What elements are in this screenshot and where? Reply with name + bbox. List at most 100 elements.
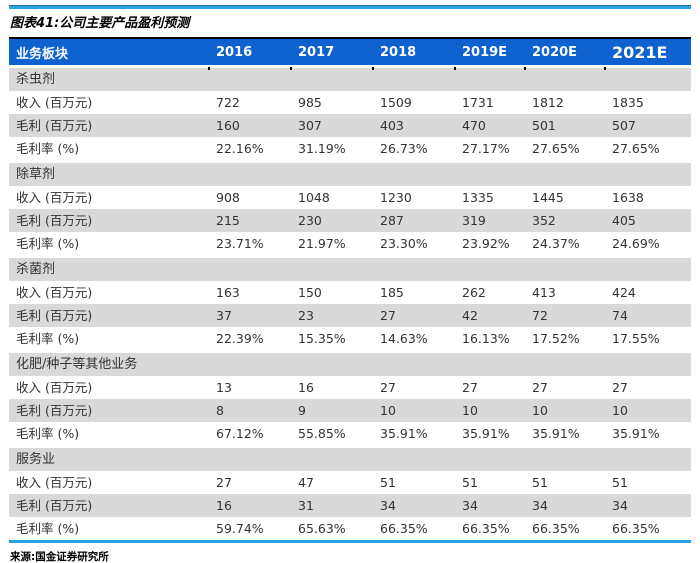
- value-cell: 319: [455, 209, 525, 232]
- profit-forecast-table: 业务板块 2016 2017 2018 2019E 2020E 2021E 杀虫…: [9, 37, 691, 543]
- column-header-2018: 2018: [372, 37, 455, 71]
- value-cell: 405: [605, 209, 691, 232]
- row-label: 毛利 (百万元): [9, 399, 209, 422]
- section-name: 杀虫剂: [9, 65, 691, 91]
- value-cell: 31.19%: [298, 141, 346, 156]
- value-cell: 985: [298, 95, 322, 110]
- value-cell: 14.63%: [380, 331, 428, 346]
- value-cell: 16: [298, 380, 314, 395]
- row-label: 毛利率 (%): [16, 331, 80, 346]
- value-cell: 21.97%: [298, 236, 346, 251]
- section-row: 服务业: [9, 445, 691, 471]
- value-cell: 55.85%: [298, 426, 346, 441]
- value-cell: 413: [532, 285, 556, 300]
- value-cell: 66.35%: [462, 521, 510, 536]
- row-label: 毛利 (百万元): [9, 494, 209, 517]
- value-cell: 51: [612, 475, 628, 490]
- value-cell: 1445: [532, 190, 564, 205]
- value-cell: 1812: [532, 95, 564, 110]
- table-body: 杀虫剂 收入 (百万元) 722 985 1509 1731 1812 1835 毛利 (百万元…: [9, 65, 691, 542]
- value-cell: 31: [291, 494, 373, 517]
- value-cell: 16.13%: [462, 331, 510, 346]
- column-header-2016: 2016: [208, 37, 291, 71]
- source-attribution: 来源:国金证券研究所: [10, 551, 109, 563]
- table-row: 收入 (百万元) 722 985 1509 1731 1812 1835: [9, 91, 691, 114]
- table-header: 业务板块 2016 2017 2018 2019E 2020E 2021E: [9, 37, 691, 71]
- value-cell: 722: [216, 95, 240, 110]
- value-cell: 287: [373, 209, 455, 232]
- value-cell: 27.17%: [462, 141, 510, 156]
- table-row: 毛利率 (%) 23.71% 21.97% 23.30% 23.92% 24.37% 24.…: [9, 232, 691, 257]
- value-cell: 403: [373, 114, 455, 137]
- column-header-2019e: 2019E: [454, 37, 525, 71]
- value-cell: 66.35%: [380, 521, 428, 536]
- value-cell: 67.12%: [216, 426, 264, 441]
- table-row: 毛利 (百万元) 8 9 10 10 10 10: [9, 399, 691, 422]
- value-cell: 1048: [298, 190, 330, 205]
- row-label: 收入 (百万元): [16, 475, 93, 490]
- value-cell: 1509: [380, 95, 412, 110]
- value-cell: 185: [380, 285, 404, 300]
- row-label: 毛利 (百万元): [9, 304, 209, 327]
- value-cell: 8: [209, 399, 291, 422]
- value-cell: 22.39%: [216, 331, 264, 346]
- value-cell: 47: [298, 475, 314, 490]
- value-cell: 1335: [462, 190, 494, 205]
- value-cell: 27.65%: [612, 141, 660, 156]
- section-name: 服务业: [9, 445, 691, 471]
- value-cell: 9: [291, 399, 373, 422]
- table-row: 毛利率 (%) 59.74% 65.63% 66.35% 66.35% 66.35% 66.…: [9, 517, 691, 542]
- section-row: 杀虫剂: [9, 65, 691, 91]
- value-cell: 23.92%: [462, 236, 510, 251]
- value-cell: 27: [612, 380, 628, 395]
- table-row: 收入 (百万元) 163 150 185 262 413 424: [9, 281, 691, 304]
- value-cell: 10: [373, 399, 455, 422]
- value-cell: 42: [455, 304, 525, 327]
- section-row: 化肥/种子等其他业务: [9, 350, 691, 376]
- row-label: 收入 (百万元): [16, 95, 93, 110]
- value-cell: 27: [216, 475, 232, 490]
- table-row: 毛利率 (%) 67.12% 55.85% 35.91% 35.91% 35.91% 35.…: [9, 422, 691, 447]
- value-cell: 34: [525, 494, 605, 517]
- column-header-2020e: 2020E: [524, 37, 605, 71]
- value-cell: 35.91%: [532, 426, 580, 441]
- top-divider-rule: [9, 5, 691, 9]
- table-row: 毛利 (百万元) 215 230 287 319 352 405: [9, 209, 691, 232]
- value-cell: 23.71%: [216, 236, 264, 251]
- value-cell: 507: [605, 114, 691, 137]
- column-header-segment: 业务板块: [9, 37, 209, 68]
- value-cell: 34: [455, 494, 525, 517]
- value-cell: 35.91%: [462, 426, 510, 441]
- value-cell: 501: [525, 114, 605, 137]
- column-header-2021e: 2021E: [604, 37, 691, 71]
- table-row: 毛利 (百万元) 37 23 27 42 72 74: [9, 304, 691, 327]
- value-cell: 34: [605, 494, 691, 517]
- value-cell: 24.69%: [612, 236, 660, 251]
- row-label: 毛利率 (%): [16, 426, 80, 441]
- section-name: 除草剂: [9, 160, 691, 186]
- row-label: 毛利 (百万元): [9, 209, 209, 232]
- section-row: 杀菌剂: [9, 255, 691, 281]
- table-row: 毛利率 (%) 22.39% 15.35% 14.63% 16.13% 17.52% 17.…: [9, 327, 691, 352]
- value-cell: 23.30%: [380, 236, 428, 251]
- value-cell: 27: [532, 380, 548, 395]
- value-cell: 26.73%: [380, 141, 428, 156]
- value-cell: 262: [462, 285, 486, 300]
- value-cell: 15.35%: [298, 331, 346, 346]
- value-cell: 10: [455, 399, 525, 422]
- value-cell: 27: [373, 304, 455, 327]
- value-cell: 35.91%: [380, 426, 428, 441]
- table-row: 收入 (百万元) 13 16 27 27 27 27: [9, 376, 691, 399]
- value-cell: 59.74%: [216, 521, 264, 536]
- section-name: 化肥/种子等其他业务: [9, 350, 691, 376]
- value-cell: 470: [455, 114, 525, 137]
- table-row: 收入 (百万元) 908 1048 1230 1335 1445 1638: [9, 186, 691, 209]
- value-cell: 424: [612, 285, 636, 300]
- value-cell: 1731: [462, 95, 494, 110]
- value-cell: 150: [298, 285, 322, 300]
- row-label: 毛利率 (%): [16, 521, 80, 536]
- value-cell: 10: [525, 399, 605, 422]
- value-cell: 65.63%: [298, 521, 346, 536]
- row-label: 毛利率 (%): [16, 141, 80, 156]
- value-cell: 23: [291, 304, 373, 327]
